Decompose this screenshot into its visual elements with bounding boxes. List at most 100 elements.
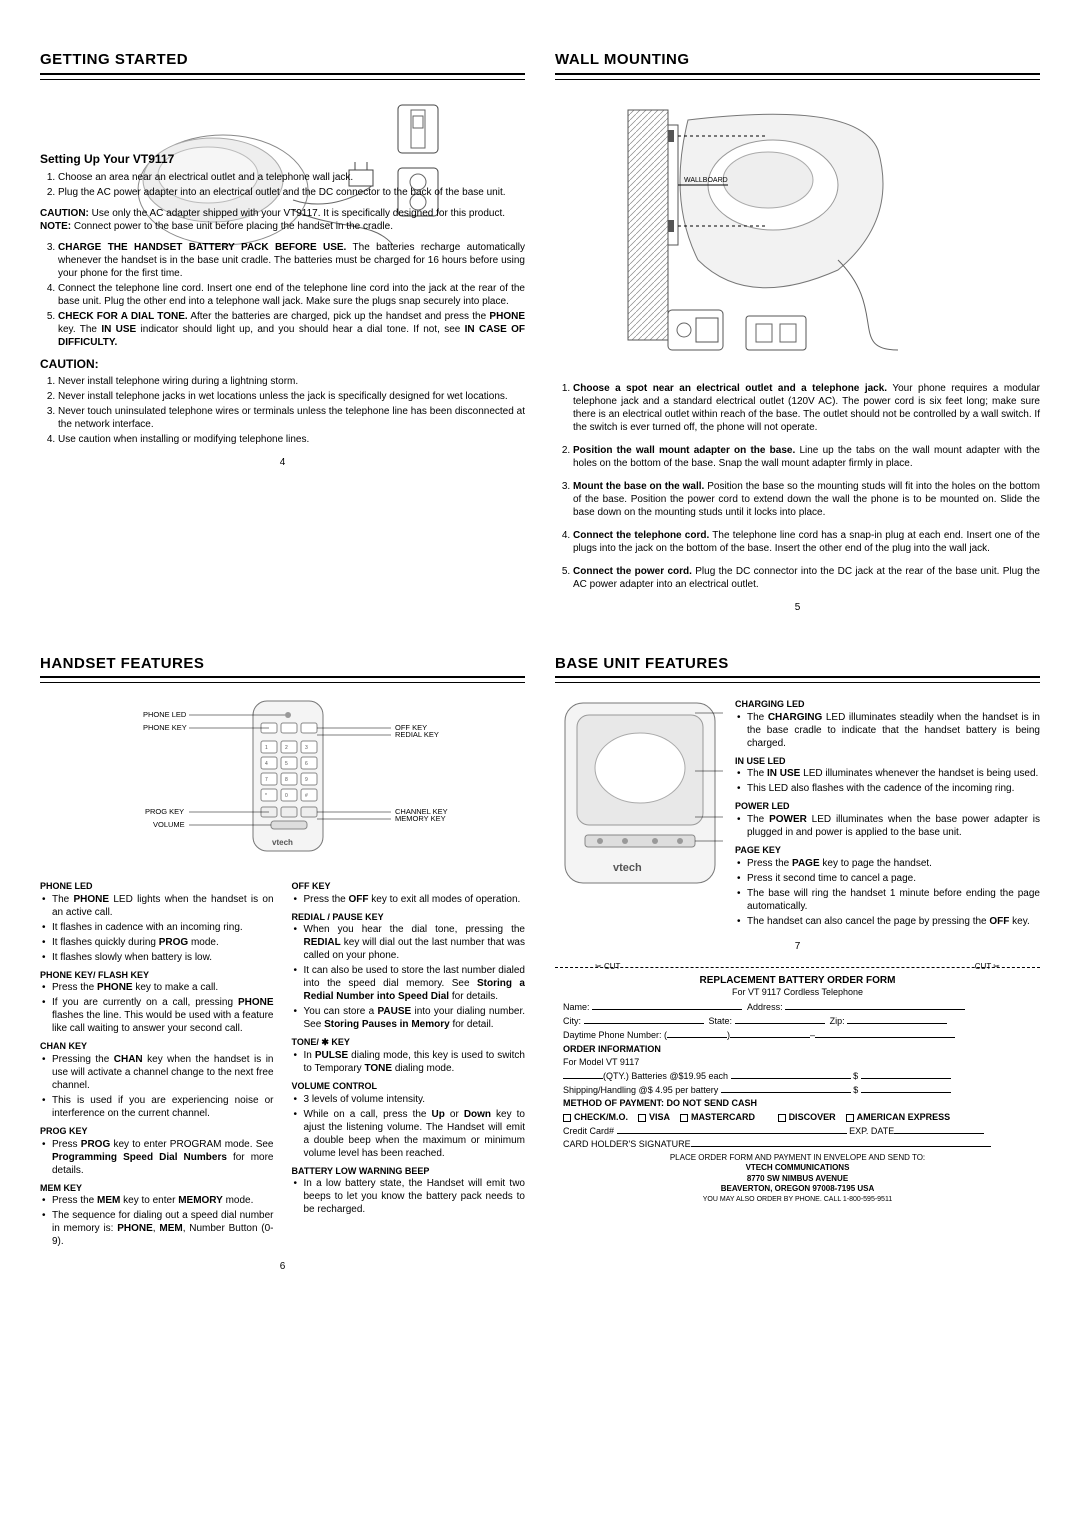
svg-text:1: 1 xyxy=(265,745,268,751)
svg-text:PHONE KEY: PHONE KEY xyxy=(143,723,187,732)
setup-3: CHARGE THE HANDSET BATTERY PACK BEFORE U… xyxy=(58,241,525,280)
p4-num: 4 xyxy=(40,456,525,469)
setup-2: Plug the AC power adapter into an electr… xyxy=(58,186,525,199)
feature-heading: CHAN KEY xyxy=(40,1041,274,1053)
base-feature-heading: CHARGING LED xyxy=(735,699,1040,711)
feature-item: Pressing the CHAN key when the handset i… xyxy=(40,1053,274,1092)
svg-text:4: 4 xyxy=(265,761,268,767)
feature-heading: REDIAL / PAUSE KEY xyxy=(292,912,526,924)
feature-item: If you are currently on a call, pressing… xyxy=(40,996,274,1035)
feature-heading: PROG KEY xyxy=(40,1126,274,1138)
svg-text:2: 2 xyxy=(285,745,288,751)
feature-item: It flashes slowly when battery is low. xyxy=(40,951,274,964)
wallboard-label: WALLBOARD xyxy=(684,177,728,184)
setup-list2: CHARGE THE HANDSET BATTERY PACK BEFORE U… xyxy=(40,241,525,349)
feature-list: Press the OFF key to exit all modes of o… xyxy=(292,893,526,906)
s1: Choose a spot near an electrical outlet … xyxy=(573,382,1040,434)
feature-heading: PHONE LED xyxy=(40,881,274,893)
feature-item: Press the PHONE key to make a call. xyxy=(40,981,274,994)
feature-list: The PHONE LED lights when the handset is… xyxy=(40,893,274,964)
caution2-list: Never install telephone wiring during a … xyxy=(40,375,525,446)
base-feature-item: The handset can also cancel the page by … xyxy=(735,915,1040,928)
svg-text:9: 9 xyxy=(305,777,308,783)
svg-text:PHONE LED: PHONE LED xyxy=(143,710,187,719)
feature-list: 3 levels of volume intensity.While on a … xyxy=(292,1093,526,1160)
note-line: NOTE: Connect power to the base unit bef… xyxy=(40,220,525,233)
base-feature-list: The IN USE LED illuminates whenever the … xyxy=(735,767,1040,795)
payment-methods: CHECK/M.O. VISA MASTERCARD DISCOVER AMER… xyxy=(563,1112,1032,1124)
s4: Connect the telephone cord. The telephon… xyxy=(573,529,1040,555)
feature-item: Press the MEM key to enter MEMORY mode. xyxy=(40,1194,274,1207)
c2: Never install telephone jacks in wet loc… xyxy=(58,390,525,403)
p6-title: HANDSET FEATURES xyxy=(40,654,525,674)
feature-item: In a low battery state, the Handset will… xyxy=(292,1177,526,1216)
p6-left: PHONE LEDThe PHONE LED lights when the h… xyxy=(40,875,274,1250)
p6-num: 6 xyxy=(40,1260,525,1273)
base-feature-heading: IN USE LED xyxy=(735,756,1040,768)
page-4: GETTING STARTED xyxy=(40,50,525,614)
base-feature-heading: POWER LED xyxy=(735,801,1040,813)
feature-list: When you hear the dial tone, pressing th… xyxy=(292,923,526,1031)
svg-text:7: 7 xyxy=(265,777,268,783)
svg-text:*: * xyxy=(265,793,267,799)
p6-figure: vtech 123 456 789 *0# xyxy=(40,693,525,863)
feature-heading: TONE/ ✱ KEY xyxy=(292,1037,526,1049)
base-figure: vtech xyxy=(555,693,725,930)
feature-list: Pressing the CHAN key when the handset i… xyxy=(40,1053,274,1120)
feature-list: In a low battery state, the Handset will… xyxy=(292,1177,526,1216)
setup-5: CHECK FOR A DIAL TONE. After the batteri… xyxy=(58,310,525,349)
page-5: WALL MOUNTING xyxy=(555,50,1040,614)
feature-heading: MEM KEY xyxy=(40,1183,274,1195)
p7-num: 7 xyxy=(555,940,1040,953)
svg-text:0: 0 xyxy=(285,793,288,799)
feature-item: The PHONE LED lights when the handset is… xyxy=(40,893,274,919)
base-feature-item: The CHARGING LED illuminates steadily wh… xyxy=(735,711,1040,750)
page-6: HANDSET FEATURES xyxy=(40,654,525,1274)
p5-title: WALL MOUNTING xyxy=(555,50,1040,70)
svg-text:PROG KEY: PROG KEY xyxy=(145,807,184,816)
feature-heading: PHONE KEY/ FLASH KEY xyxy=(40,970,274,982)
order-phone: YOU MAY ALSO ORDER BY PHONE. CALL 1-800-… xyxy=(563,1195,1032,1204)
svg-text:3: 3 xyxy=(305,745,308,751)
p4-figure: TELEPHONE WALL JACK AC ELECTRICAL OUTLET xyxy=(40,90,525,141)
feature-list: Press the PHONE key to make a call. If yo… xyxy=(40,981,274,1035)
base-feature-heading: PAGE KEY xyxy=(735,845,1040,857)
base-feature-item: Press the PAGE key to page the handset. xyxy=(735,857,1040,870)
order-form: ✂ CUT CUT ✂ REPLACEMENT BATTERY ORDER FO… xyxy=(555,967,1040,1208)
feature-item: You can store a PAUSE into your dialing … xyxy=(292,1005,526,1031)
base-feature-item: Press it second time to cancel a page. xyxy=(735,872,1040,885)
feature-list: In PULSE dialing mode, this key is used … xyxy=(292,1049,526,1075)
svg-text:8: 8 xyxy=(285,777,288,783)
feature-item: When you hear the dial tone, pressing th… xyxy=(292,923,526,962)
svg-text:5: 5 xyxy=(285,761,288,767)
p6-right: OFF KEYPress the OFF key to exit all mod… xyxy=(292,875,526,1250)
svg-text:REDIAL KEY: REDIAL KEY xyxy=(395,730,439,739)
page-7: BASE UNIT FEATURES vtech xyxy=(555,654,1040,1274)
feature-item: While on a call, press the Up or Down ke… xyxy=(292,1108,526,1160)
caution2-head: CAUTION: xyxy=(40,357,525,373)
svg-text:vtech: vtech xyxy=(272,838,293,847)
order-sub: For VT 9117 Cordless Telephone xyxy=(563,987,1032,999)
s3: Mount the base on the wall. Position the… xyxy=(573,480,1040,519)
base-feature-list: The POWER LED illuminates when the base … xyxy=(735,813,1040,839)
svg-text:vtech: vtech xyxy=(613,862,642,874)
svg-text:#: # xyxy=(305,793,308,799)
s2: Position the wall mount adapter on the b… xyxy=(573,444,1040,470)
svg-text:VOLUME: VOLUME xyxy=(153,820,185,829)
base-feature-item: The POWER LED illuminates when the base … xyxy=(735,813,1040,839)
s5: Connect the power cord. Plug the DC conn… xyxy=(573,565,1040,591)
c1: Never install telephone wiring during a … xyxy=(58,375,525,388)
feature-item: It can also be used to store the last nu… xyxy=(292,964,526,1003)
caution-line: CAUTION: Use only the AC adapter shipped… xyxy=(40,207,525,220)
base-feature-item: This LED also flashes with the cadence o… xyxy=(735,782,1040,795)
feature-heading: BATTERY LOW WARNING BEEP xyxy=(292,1166,526,1178)
p7-title: BASE UNIT FEATURES xyxy=(555,654,1040,674)
base-feature-list: Press the PAGE key to page the handset. P… xyxy=(735,857,1040,928)
feature-item: This is used if you are experiencing noi… xyxy=(40,1094,274,1120)
feature-heading: OFF KEY xyxy=(292,881,526,893)
p7-features: vtech CHARGING LEDThe CHARGING LED illum… xyxy=(555,693,1040,930)
feature-item: In PULSE dialing mode, this key is used … xyxy=(292,1049,526,1075)
feature-item: Press PROG key to enter PROGRAM mode. Se… xyxy=(40,1138,274,1177)
feature-list: Press the MEM key to enter MEMORY mode.T… xyxy=(40,1194,274,1248)
base-feature-item: The base will ring the handset 1 minute … xyxy=(735,887,1040,913)
